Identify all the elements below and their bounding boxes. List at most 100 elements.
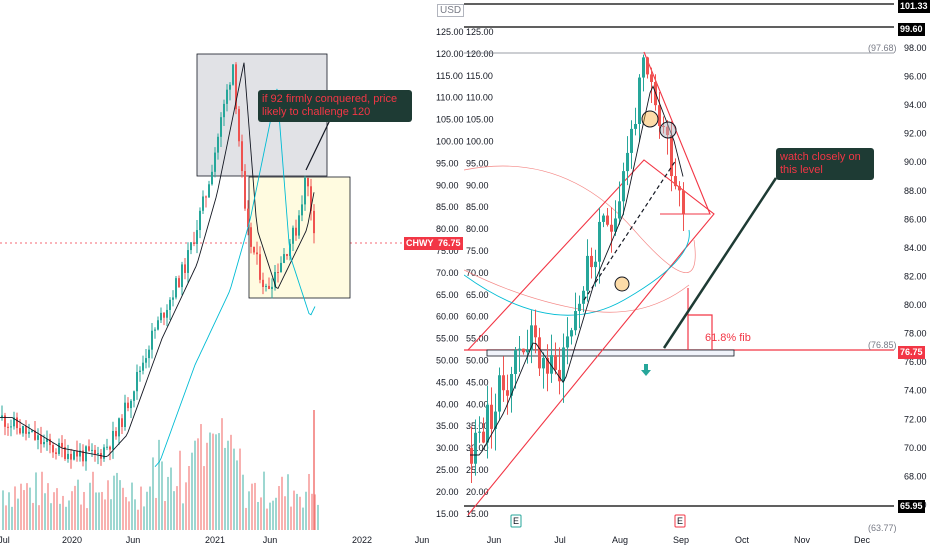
candle-body	[40, 435, 42, 445]
candle-body	[4, 415, 6, 427]
volume-bar	[221, 418, 223, 530]
volume-bar	[194, 440, 196, 530]
left-annotation-note[interactable]: if 92 firmly conquered, price likely to …	[258, 90, 412, 122]
candle-body	[7, 426, 9, 428]
candle-body	[482, 431, 485, 443]
volume-bar	[134, 499, 136, 530]
right-chart-pane[interactable]: 125.00 120.00 115.00 110.00 105.00 100.00 95.0…	[464, 0, 932, 550]
candle-body	[594, 261, 597, 268]
left-price-tick: 30.00	[436, 443, 459, 453]
candle-body	[193, 242, 195, 244]
candle-body	[514, 349, 517, 375]
candle-body	[64, 447, 66, 459]
left-price-tick: 35.00	[436, 421, 459, 431]
candle-body	[79, 450, 81, 457]
volume-bar	[8, 492, 10, 530]
candle-body	[606, 215, 609, 225]
volume-bar	[266, 508, 268, 530]
volume-bar	[317, 504, 319, 530]
candle-body	[307, 177, 309, 187]
volume-bar	[62, 495, 64, 530]
candle-body	[229, 84, 231, 90]
right-left-price-tick: 75.00	[466, 246, 489, 256]
candle-body	[190, 242, 192, 251]
candle-body	[271, 286, 273, 290]
candle-body	[43, 441, 45, 445]
candle-body	[494, 411, 497, 429]
candle-body	[124, 402, 126, 427]
candle-body	[670, 135, 673, 177]
volume-bar	[269, 502, 271, 530]
volume-bar	[110, 499, 112, 530]
volume-bar	[125, 497, 127, 530]
volume-bar	[119, 480, 121, 530]
level-6595-label: 65.95	[898, 500, 925, 513]
candle-body	[115, 431, 117, 437]
candle-body	[642, 57, 645, 78]
volume-bar	[248, 491, 250, 530]
earnings-marker-label: E	[513, 516, 519, 526]
annotation-pointer	[662, 177, 778, 349]
candle-body	[151, 330, 153, 350]
symbol-tag: CHWY	[404, 237, 436, 250]
left-chart-canvas[interactable]: Jul 2020 Jun 2021 Jun 2022 Jun	[0, 0, 430, 550]
level-top-label: 101.33	[898, 0, 930, 13]
volume-bar	[35, 472, 37, 530]
volume-bar	[56, 488, 58, 530]
left-ma-black	[0, 62, 315, 458]
right-price-tick: 78.00	[904, 329, 927, 339]
volume-bar	[173, 491, 175, 530]
fib-bracket	[688, 314, 713, 350]
candle-body	[538, 337, 541, 369]
volume-bar	[26, 483, 28, 530]
candle-body	[85, 446, 87, 462]
candle-body	[145, 358, 147, 363]
candle-body	[19, 428, 21, 434]
volume-bar	[23, 490, 25, 530]
volume-bar	[167, 476, 169, 530]
volume-bar	[149, 486, 151, 530]
candle-body	[37, 435, 39, 440]
candle-body	[590, 255, 593, 268]
candle-body	[650, 74, 653, 82]
volume-bar	[128, 501, 130, 530]
left-time-tick: Jun	[263, 535, 278, 545]
volume-bar	[92, 471, 94, 530]
candle-body	[277, 272, 279, 274]
left-price-tick: 15.00	[436, 509, 459, 519]
left-price-tick: 60.00	[436, 312, 459, 322]
volume-bar	[41, 471, 43, 530]
candle-body	[160, 312, 162, 321]
volume-bar	[257, 501, 259, 530]
fib-label: 61.8% fib	[705, 332, 751, 344]
volume-bar	[74, 485, 76, 530]
candle-body	[542, 357, 545, 369]
candle-body	[618, 201, 621, 219]
candle-body	[10, 426, 12, 428]
candle-body	[265, 285, 267, 287]
candle-body	[76, 451, 78, 457]
right-left-price-tick: 125.00	[466, 27, 494, 37]
right-price-tick: 82.00	[904, 271, 927, 281]
right-price-tick: 88.00	[904, 186, 927, 196]
candle-body	[196, 230, 198, 244]
volume-bar	[158, 439, 160, 530]
left-price-tick: 80.00	[436, 224, 459, 234]
candle-body	[244, 171, 246, 209]
dashed-trend	[583, 159, 677, 301]
volume-bar	[137, 509, 139, 530]
right-left-price-tick: 55.00	[466, 334, 489, 344]
left-price-tick: 50.00	[436, 356, 459, 366]
right-annotation-note[interactable]: watch closely on this level	[776, 148, 874, 180]
volume-bar	[176, 486, 178, 530]
candle-body	[70, 453, 72, 460]
volume-bar	[98, 492, 100, 530]
right-price-tick: 68.00	[904, 471, 927, 481]
candle-body	[25, 426, 27, 434]
candle-body	[490, 404, 493, 429]
left-price-tick: 65.00	[436, 290, 459, 300]
candle-body	[486, 404, 489, 443]
right-chart-canvas[interactable]: 125.00 120.00 115.00 110.00 105.00 100.00 95.0…	[464, 0, 932, 550]
left-price-axis[interactable]: 125.00 120.00 115.00 110.00 105.00 100.00 95.0…	[430, 0, 470, 550]
